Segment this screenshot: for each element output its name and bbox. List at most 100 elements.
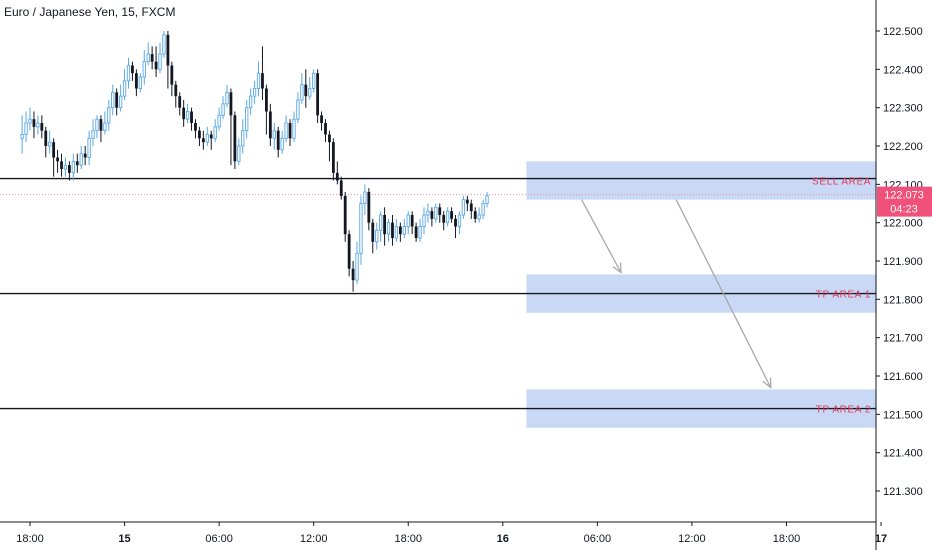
candle bbox=[296, 92, 300, 123]
candle bbox=[418, 218, 422, 242]
candle bbox=[335, 161, 339, 185]
candle bbox=[154, 46, 158, 77]
candle bbox=[308, 77, 312, 100]
candle bbox=[225, 84, 229, 108]
candle bbox=[194, 119, 197, 139]
trend-arrow-1[interactable] bbox=[581, 199, 622, 274]
last-price-tag[interactable] bbox=[877, 186, 932, 217]
candle bbox=[402, 218, 406, 238]
candle bbox=[469, 199, 473, 219]
candle bbox=[138, 73, 142, 93]
candle bbox=[182, 100, 186, 127]
candle bbox=[162, 31, 166, 58]
candle bbox=[146, 42, 150, 66]
zone-1 bbox=[526, 161, 876, 200]
candle bbox=[394, 218, 399, 242]
candle bbox=[32, 111, 36, 139]
x-tick-label: 16 bbox=[497, 533, 509, 545]
candle bbox=[99, 115, 103, 143]
candle bbox=[91, 119, 95, 146]
candle bbox=[461, 195, 466, 219]
candle bbox=[118, 84, 123, 112]
y-tick-label: 121.900 bbox=[883, 256, 923, 268]
y-tick-label: 122.200 bbox=[883, 141, 923, 153]
candle bbox=[347, 230, 351, 277]
candle bbox=[28, 107, 32, 131]
candle bbox=[442, 211, 446, 231]
candle bbox=[268, 103, 272, 146]
y-tick-label: 121.800 bbox=[883, 294, 923, 306]
candle bbox=[450, 207, 453, 223]
candle bbox=[284, 115, 288, 143]
y-tick-label: 121.600 bbox=[883, 371, 923, 383]
candle bbox=[111, 84, 115, 116]
zone-label-1: SELL AREA bbox=[812, 177, 871, 188]
candle bbox=[95, 115, 99, 139]
candle bbox=[63, 157, 68, 177]
candle bbox=[406, 211, 410, 235]
y-tick-label: 122.300 bbox=[883, 103, 923, 115]
x-tick-label: 12:00 bbox=[678, 533, 706, 545]
candle bbox=[185, 103, 190, 123]
candle bbox=[198, 126, 201, 146]
y-tick-label: 121.400 bbox=[883, 448, 923, 460]
candle bbox=[355, 241, 359, 284]
candle bbox=[398, 222, 402, 242]
candle bbox=[213, 119, 217, 143]
candle bbox=[261, 46, 264, 100]
candle bbox=[71, 153, 75, 181]
candle bbox=[237, 138, 241, 166]
candle bbox=[265, 84, 268, 135]
y-tick-label: 121.500 bbox=[883, 409, 923, 421]
candle bbox=[304, 69, 308, 108]
candle bbox=[426, 203, 430, 223]
candle bbox=[217, 107, 221, 131]
candle bbox=[170, 61, 174, 97]
candle bbox=[379, 211, 383, 242]
x-tick-label: 12:00 bbox=[300, 533, 328, 545]
candle bbox=[351, 261, 355, 292]
y-tick-label: 122.500 bbox=[883, 26, 923, 38]
candle bbox=[422, 207, 426, 235]
candle bbox=[158, 42, 162, 74]
candle bbox=[134, 69, 138, 97]
candle bbox=[272, 123, 276, 150]
y-tick-label: 121.700 bbox=[883, 333, 923, 345]
candle bbox=[150, 46, 154, 70]
horizontal-lines-layer bbox=[0, 177, 876, 410]
candle bbox=[363, 184, 367, 215]
candle bbox=[40, 115, 44, 139]
candle bbox=[201, 130, 205, 150]
x-tick-label: 18:00 bbox=[394, 533, 422, 545]
candle bbox=[485, 192, 489, 208]
candles-layer bbox=[20, 31, 489, 292]
trend-arrow-2[interactable] bbox=[675, 199, 772, 389]
candle bbox=[438, 203, 442, 223]
candle bbox=[457, 211, 462, 235]
candle bbox=[122, 69, 127, 100]
candle bbox=[473, 207, 477, 223]
x-tick-label: 17 bbox=[875, 533, 887, 545]
x-tick-label: 15 bbox=[118, 533, 130, 545]
candle bbox=[343, 192, 347, 242]
candle bbox=[166, 31, 170, 89]
candle bbox=[205, 126, 209, 146]
candle bbox=[276, 126, 280, 158]
candle bbox=[383, 207, 386, 246]
candle bbox=[324, 119, 327, 143]
x-tick-label: 06:00 bbox=[205, 533, 233, 545]
candle bbox=[292, 111, 296, 143]
candle bbox=[359, 195, 363, 265]
candle bbox=[245, 100, 249, 139]
candle bbox=[367, 188, 371, 231]
price-tag-layer[interactable]: 122.073 04:23 bbox=[877, 186, 932, 217]
bar-countdown: 04:23 bbox=[890, 204, 918, 216]
candle bbox=[477, 207, 481, 223]
zone-labels-layer: SELL AREA TP AREA 1 TP AREA 2 bbox=[812, 177, 871, 416]
y-tick-label: 121.300 bbox=[883, 486, 923, 498]
zone-label-3: TP AREA 2 bbox=[816, 405, 871, 416]
x-tick-label: 18:00 bbox=[16, 533, 44, 545]
candle bbox=[481, 199, 485, 219]
y-tick-label: 122.400 bbox=[883, 64, 923, 76]
